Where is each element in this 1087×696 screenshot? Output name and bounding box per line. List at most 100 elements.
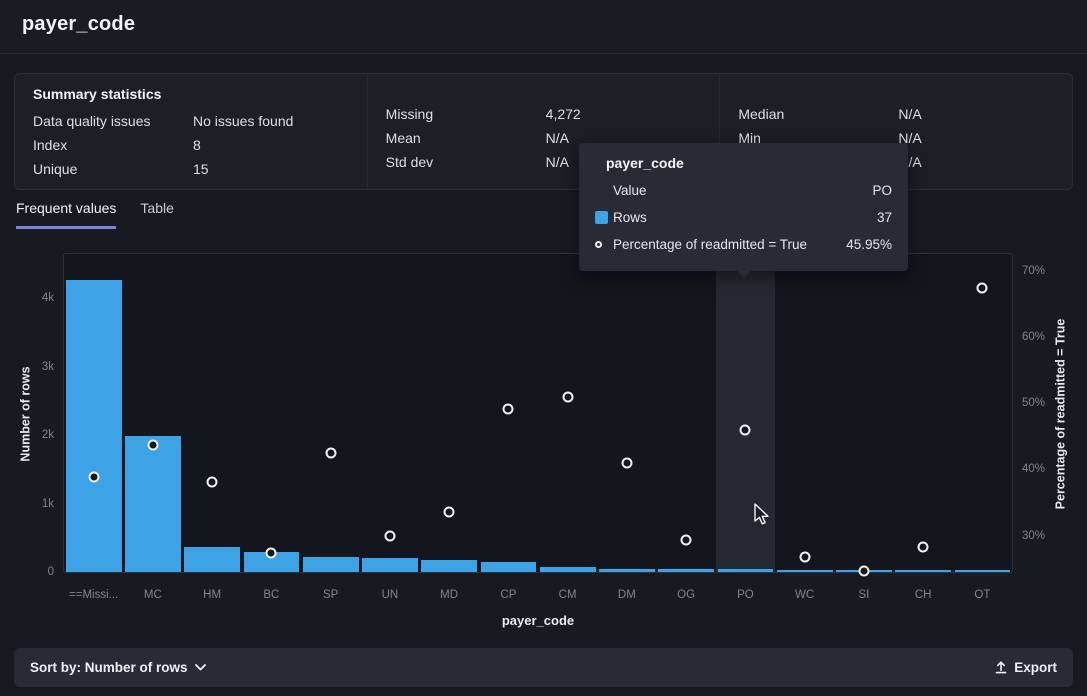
tab-table[interactable]: Table xyxy=(140,200,173,229)
summary-stat-row: MedianN/A xyxy=(738,102,1054,126)
page-title: payer_code xyxy=(22,13,135,36)
right-tick-label: 40% xyxy=(1022,463,1045,475)
stat-label: Missing xyxy=(386,102,546,126)
tab-frequent-values[interactable]: Frequent values xyxy=(16,200,116,229)
y-axis-title-right: Percentage of readmitted = True xyxy=(1050,254,1070,574)
mouse-cursor xyxy=(753,503,771,526)
scatter-point-UN[interactable] xyxy=(384,531,395,542)
stat-label: Std dev xyxy=(386,150,546,174)
right-tick-label: 50% xyxy=(1022,397,1045,409)
scatter-point-CM[interactable] xyxy=(562,392,573,403)
page-header: payer_code xyxy=(0,0,1087,54)
bar-OG[interactable] xyxy=(658,569,714,572)
scatter-point-SP[interactable] xyxy=(325,448,336,459)
summary-stat-row: Data quality issuesNo issues found xyxy=(33,109,349,133)
scatter-point-MD[interactable] xyxy=(444,507,455,518)
upload-icon xyxy=(995,661,1007,674)
plot-area xyxy=(64,254,1012,572)
chart-tooltip: payer_code Value PO Rows 37 Percentage o… xyxy=(579,143,908,271)
summary-stat-row: Unique15 xyxy=(33,157,349,181)
scatter-point-SI[interactable] xyxy=(858,566,869,577)
x-tick-label: CH xyxy=(915,589,932,601)
x-tick-label: MD xyxy=(440,589,458,601)
view-tabs: Frequent values Table xyxy=(16,200,174,229)
chart-toolbar: Sort by: Number of rows Export xyxy=(14,648,1073,687)
x-tick-label: SP xyxy=(323,589,338,601)
right-tick-label: 60% xyxy=(1022,331,1045,343)
stat-label: Data quality issues xyxy=(33,109,193,133)
percentage-series-ring-icon xyxy=(595,241,609,248)
summary-stat-row: Index8 xyxy=(33,133,349,157)
stat-value: N/A xyxy=(898,126,1054,150)
x-tick-label: SI xyxy=(858,589,869,601)
bar-CM[interactable] xyxy=(540,567,596,572)
bar-CP[interactable] xyxy=(481,562,537,572)
bar-OT[interactable] xyxy=(955,570,1011,572)
summary-title: Summary statistics xyxy=(33,86,349,102)
tooltip-row-rows: Rows 37 xyxy=(595,204,892,231)
summary-column-general: Summary statistics Data quality issuesNo… xyxy=(15,74,367,189)
bar-DM[interactable] xyxy=(599,569,655,572)
left-tick-label: 4k xyxy=(42,292,54,304)
x-tick-label: UN xyxy=(382,589,399,601)
stat-label: Mean xyxy=(386,126,546,150)
stat-label: Median xyxy=(738,102,898,126)
sort-by-dropdown[interactable]: Sort by: Number of rows xyxy=(30,660,206,675)
scatter-point-MC[interactable] xyxy=(147,440,158,451)
x-tick-label: CM xyxy=(559,589,577,601)
x-tick-label: CP xyxy=(500,589,516,601)
scatter-point-DM[interactable] xyxy=(621,457,632,468)
x-tick-label: WC xyxy=(795,589,814,601)
stat-value: N/A xyxy=(898,150,1054,174)
stat-value: N/A xyxy=(898,102,1054,126)
scatter-point-CP[interactable] xyxy=(503,404,514,415)
scatter-point-OT[interactable] xyxy=(977,282,988,293)
chevron-down-icon xyxy=(195,664,206,671)
x-tick-label: BC xyxy=(263,589,279,601)
summary-statistics-panel: Summary statistics Data quality issuesNo… xyxy=(14,73,1073,190)
x-tick-label: ==Missi... xyxy=(69,589,118,601)
bar-UN[interactable] xyxy=(362,558,418,572)
bar-MC[interactable] xyxy=(125,436,181,572)
bar-CH[interactable] xyxy=(895,570,951,572)
scatter-point-PO[interactable] xyxy=(740,424,751,435)
bar-PO[interactable] xyxy=(718,569,774,572)
bar-SP[interactable] xyxy=(303,557,359,572)
x-tick-label: OT xyxy=(974,589,990,601)
bar-==Missi...[interactable] xyxy=(66,280,122,572)
stat-value: 15 xyxy=(193,157,349,181)
summary-rows: Data quality issuesNo issues foundIndex8… xyxy=(33,109,349,181)
stat-value: 4,272 xyxy=(546,102,702,126)
left-tick-label: 3k xyxy=(42,361,54,373)
x-tick-label: MC xyxy=(144,589,162,601)
bar-HM[interactable] xyxy=(184,547,240,572)
tooltip-row-percentage: Percentage of readmitted = True 45.95% xyxy=(595,231,892,258)
rows-series-swatch-icon xyxy=(595,211,609,224)
x-tick-label: DM xyxy=(618,589,636,601)
x-axis-title: payer_code xyxy=(502,613,574,628)
stat-label: Index xyxy=(33,133,193,157)
stat-label: Unique xyxy=(33,157,193,181)
bar-MD[interactable] xyxy=(421,560,477,572)
scatter-point-==Missi...[interactable] xyxy=(88,471,99,482)
tooltip-row-value: Value PO xyxy=(595,177,892,204)
left-tick-label: 2k xyxy=(42,429,54,441)
right-tick-label: 30% xyxy=(1022,530,1045,542)
scatter-point-BC[interactable] xyxy=(266,548,277,559)
scatter-point-CH[interactable] xyxy=(918,542,929,553)
right-tick-label: 70% xyxy=(1022,265,1045,277)
x-tick-label: OG xyxy=(677,589,695,601)
scatter-point-OG[interactable] xyxy=(681,534,692,545)
scatter-point-HM[interactable] xyxy=(207,476,218,487)
bar-WC[interactable] xyxy=(777,570,833,572)
export-button[interactable]: Export xyxy=(995,660,1057,675)
x-tick-label: HM xyxy=(203,589,221,601)
stat-value: No issues found xyxy=(193,109,349,133)
x-tick-label: PO xyxy=(737,589,754,601)
left-tick-label: 1k xyxy=(42,498,54,510)
scatter-point-WC[interactable] xyxy=(799,552,810,563)
summary-stat-row: Missing4,272 xyxy=(386,102,702,126)
tooltip-title: payer_code xyxy=(606,155,892,171)
y-axis-title-left: Number of rows xyxy=(16,254,36,574)
left-tick-label: 0 xyxy=(48,566,54,578)
